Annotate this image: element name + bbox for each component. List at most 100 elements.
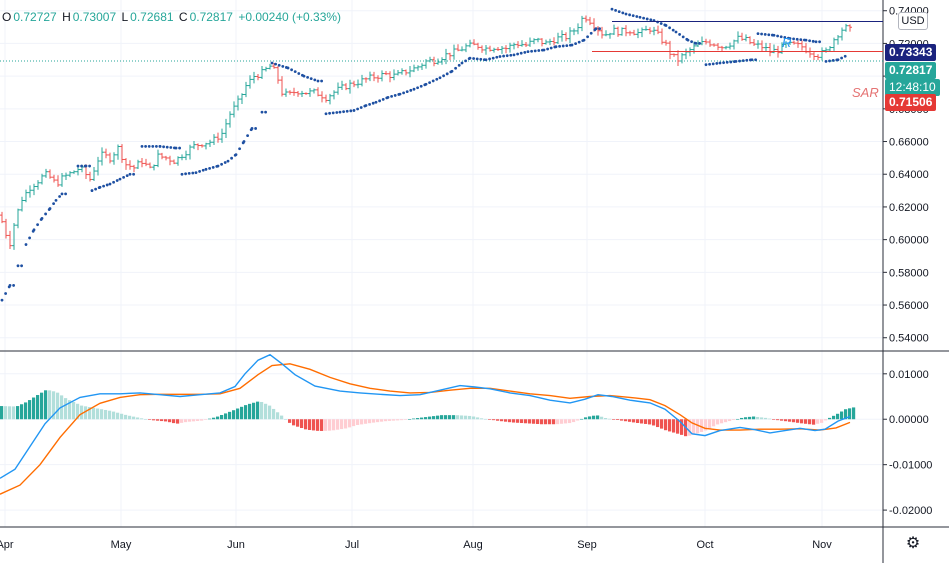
ohlc-bar <box>72 170 76 174</box>
histogram-bar <box>424 417 428 420</box>
histogram-bar <box>312 419 316 431</box>
sar-dot <box>398 92 402 96</box>
histogram-bar <box>652 419 656 426</box>
ohlc-bar <box>576 23 580 35</box>
sar-dot <box>297 72 301 75</box>
ohlc-bar <box>164 155 168 161</box>
ohlc-bar <box>500 45 504 54</box>
histogram-bar <box>608 418 612 420</box>
time-axis-label: Jun <box>227 539 245 551</box>
ohlc-bar <box>768 42 772 57</box>
last-price-tag: 0.72817 <box>885 62 937 79</box>
sar-dot <box>738 59 741 63</box>
sar-dot <box>180 172 184 176</box>
high-value: 0.73007 <box>72 10 117 24</box>
ohlc-bar <box>184 150 188 161</box>
histogram-bar <box>452 415 456 420</box>
sar-dot <box>216 164 220 168</box>
sar-dot <box>290 68 293 72</box>
sar-dot <box>349 109 353 113</box>
sar-dot <box>460 61 464 65</box>
ohlc-bar <box>56 175 60 187</box>
ohlc-bar <box>484 44 488 55</box>
ohlc-bar <box>220 128 224 143</box>
histogram-bar <box>76 403 80 420</box>
histogram-bar <box>384 419 388 422</box>
ohlc-bar <box>316 87 320 97</box>
histogram-bar <box>140 418 144 420</box>
sar-dot <box>659 22 663 25</box>
sar-dot <box>204 167 208 171</box>
sar-dot <box>144 145 148 148</box>
sar-dot <box>386 95 390 99</box>
ohlc-bar <box>452 44 456 60</box>
sar-dot <box>40 216 44 220</box>
currency-button[interactable]: USD <box>898 12 928 30</box>
time-axis-labels: Apr May Jun Jul Aug Sep Oct Nov <box>0 539 832 551</box>
sar-dot <box>799 38 803 42</box>
open-value: 0.72727 <box>13 10 57 24</box>
ohlc-bar <box>420 63 424 71</box>
sar-dot <box>760 32 763 36</box>
histogram-bar <box>488 419 492 420</box>
sar-dot <box>711 62 715 66</box>
macd-axis-labels: 0.01000 0.00000 -0.01000 -0.02000 <box>883 369 932 517</box>
macd-line <box>0 353 851 479</box>
histogram-bar <box>680 419 684 435</box>
ohlc-bar <box>836 34 840 45</box>
ohlc-bar <box>116 144 120 160</box>
sar-dot <box>428 81 431 85</box>
gear-icon[interactable]: ⚙ <box>905 535 921 552</box>
ohlc-bar <box>712 43 716 47</box>
histogram-bar <box>72 401 76 420</box>
ohlc-bar <box>124 158 128 170</box>
sar-dot <box>594 27 598 31</box>
sar-dot <box>804 38 808 42</box>
sar-dot <box>28 236 31 240</box>
histogram-bar <box>672 419 676 433</box>
histogram-bar <box>324 419 328 431</box>
ohlc-bar <box>328 93 332 105</box>
histogram-bar <box>416 418 420 420</box>
sar-dot <box>631 14 635 18</box>
price-axis-label: 0.56000 <box>889 300 929 312</box>
histogram-bar <box>172 419 176 424</box>
sar-dot <box>416 86 419 90</box>
histogram-bar <box>852 407 856 420</box>
sar-dot <box>419 84 423 88</box>
histogram-bar <box>700 419 704 432</box>
histogram-bar <box>348 419 352 428</box>
sar-dot <box>8 284 12 287</box>
ohlc-bar <box>620 27 624 36</box>
sar-dot <box>674 30 678 34</box>
histogram-bar <box>44 390 48 420</box>
ohlc-bar <box>384 71 388 76</box>
histogram-bar <box>288 419 292 423</box>
ohlc-bar <box>432 56 436 67</box>
histogram-bar <box>116 412 120 420</box>
price-axis-label: 0.62000 <box>889 202 929 214</box>
histogram-bar <box>148 419 152 420</box>
histogram-bar <box>52 391 56 420</box>
ohlc-bar <box>748 36 752 45</box>
ohlc-bar <box>376 75 380 83</box>
histogram-bar <box>80 405 84 420</box>
ohlc-bar <box>476 42 480 50</box>
histogram-bar <box>108 410 112 420</box>
sar-dot <box>708 62 711 66</box>
histogram-bar <box>208 418 212 420</box>
sar-dot <box>533 49 537 53</box>
histogram-bar <box>548 419 552 425</box>
ohlc-bar <box>248 75 252 89</box>
sar-dot <box>378 99 381 103</box>
ohlc-bar <box>232 101 236 118</box>
ohlc-legend: O 0.72727 H 0.73007 L 0.72681 C 0.72817 +0.0… <box>2 10 343 24</box>
sar-dot <box>338 110 342 114</box>
histogram-bar <box>724 419 728 423</box>
ohlc-bar <box>252 71 256 84</box>
ohlc-bar <box>480 45 484 53</box>
sar-dot <box>201 168 205 172</box>
ohlc-bar <box>508 42 512 53</box>
sar-dot <box>368 102 371 106</box>
